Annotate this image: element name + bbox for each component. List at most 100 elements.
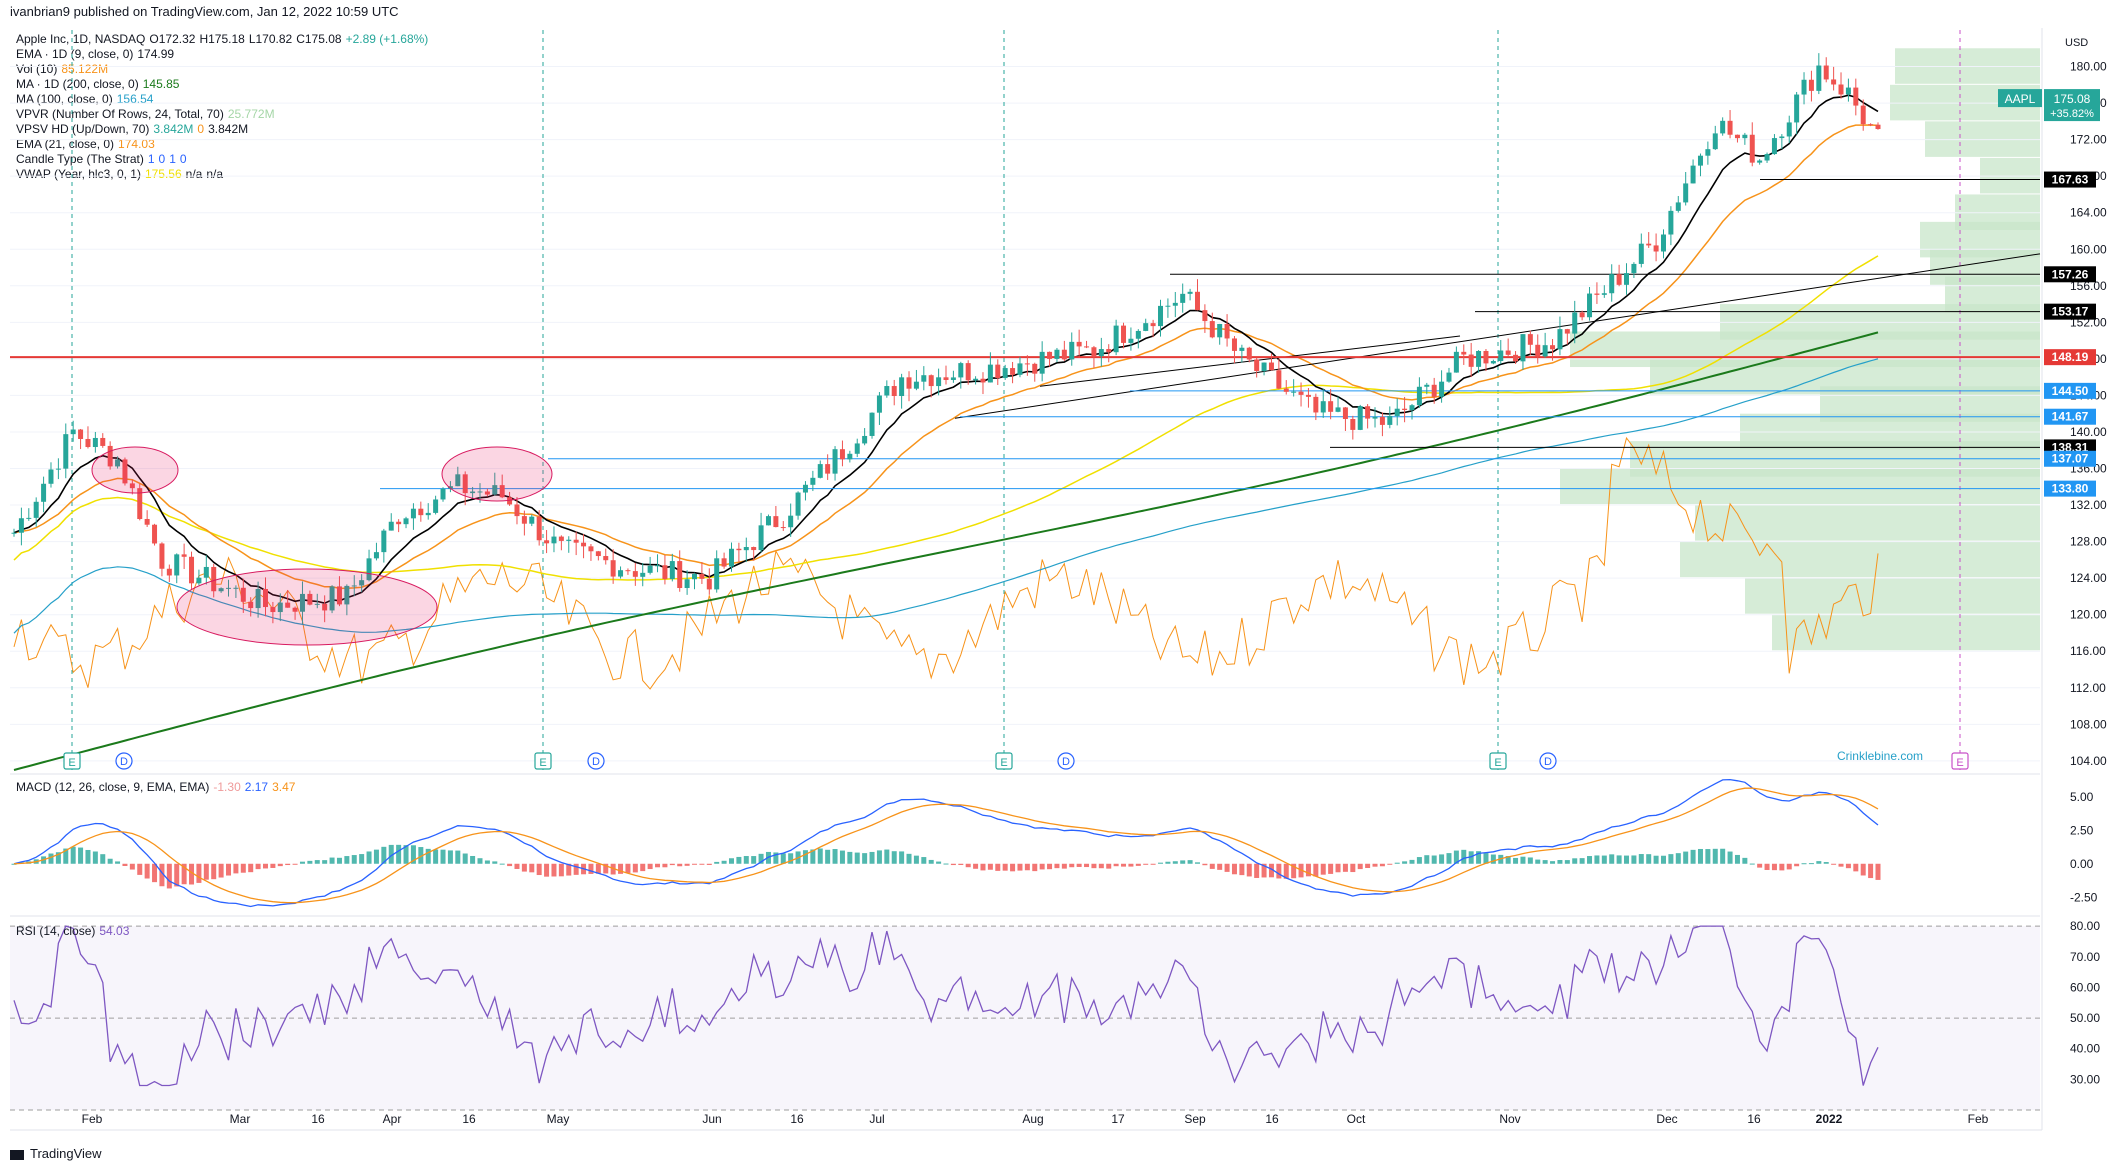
- candle-body: [558, 536, 564, 541]
- macd-histogram-bar: [854, 852, 860, 864]
- candle-body: [1194, 291, 1200, 311]
- volume-profile-bar: [1695, 505, 2040, 541]
- candle-body: [270, 607, 276, 613]
- candle-body: [344, 585, 350, 605]
- legend-row: Vol (10) 85.122M: [16, 62, 432, 77]
- candle-body: [137, 488, 143, 520]
- legend-value: RSI (14, close): [16, 924, 96, 938]
- candle-body: [854, 443, 860, 454]
- time-tick-label: May: [547, 1112, 570, 1126]
- candle-body: [1335, 407, 1341, 412]
- macd-histogram-bar: [758, 853, 764, 864]
- candle-body: [1283, 388, 1289, 392]
- candle-body: [1646, 243, 1652, 246]
- macd-histogram-bar: [248, 863, 254, 873]
- macd-histogram-bar: [1690, 849, 1696, 864]
- macd-histogram-bar: [847, 851, 853, 864]
- candle-body: [107, 445, 113, 467]
- macd-histogram-bar: [699, 863, 705, 865]
- macd-histogram-bar: [692, 863, 698, 865]
- candle-body: [1231, 338, 1237, 351]
- macd-tick-label: 5.00: [2070, 790, 2094, 804]
- candle-body: [773, 516, 779, 528]
- candle-body: [492, 485, 498, 495]
- macd-histogram-bar: [1646, 854, 1652, 864]
- time-tick-label: Oct: [1347, 1112, 1366, 1126]
- candle-body: [869, 412, 875, 436]
- macd-histogram-bar: [1106, 863, 1112, 869]
- macd-histogram-bar: [1505, 856, 1511, 864]
- axes: USD 104.00 108.00 112.00 116.00 120.00 124.00 1…: [10, 28, 2107, 1131]
- macd-histogram-bar: [521, 863, 527, 872]
- time-tick-label: Jul: [869, 1112, 884, 1126]
- macd-histogram-bar: [736, 856, 742, 864]
- legend-value: EMA · 1D (9, close, 0): [16, 47, 134, 61]
- macd-histogram-bar: [1461, 849, 1467, 864]
- candle-body: [433, 499, 439, 513]
- legend-value: 145.85: [142, 77, 180, 91]
- candle-body: [115, 459, 121, 467]
- candle-body: [1439, 381, 1445, 397]
- candle-body: [1453, 351, 1459, 373]
- macd-histogram-bar: [1542, 860, 1548, 864]
- volume-line: [13, 436, 1879, 690]
- macd-histogram-bar: [285, 863, 291, 866]
- macd-histogram-bar: [1268, 863, 1274, 878]
- macd-histogram-bar: [751, 856, 757, 864]
- macd-histogram-bar: [366, 851, 372, 864]
- macd-histogram-bar: [1024, 863, 1030, 871]
- time-tick-label: Apr: [383, 1112, 402, 1126]
- legend-value: L170.82: [248, 32, 293, 46]
- macd-histogram-bar: [1668, 854, 1674, 864]
- candle-body: [1749, 134, 1755, 163]
- legend-row: EMA (21, close, 0) 174.03: [16, 137, 432, 152]
- macd-histogram-bar: [107, 858, 113, 864]
- macd-histogram-bar: [891, 851, 897, 864]
- macd-histogram-bar: [1535, 859, 1541, 864]
- macd-histogram-bar: [484, 860, 490, 864]
- candle-body: [1690, 165, 1696, 184]
- macd-histogram-bar: [1224, 863, 1230, 872]
- macd-histogram-bar: [307, 860, 313, 864]
- rsi-tick-label: 70.00: [2070, 950, 2100, 964]
- candle-body: [1513, 354, 1519, 362]
- candle-body: [1320, 401, 1326, 413]
- macd-histogram-bar: [314, 860, 320, 864]
- candle-body: [1054, 349, 1060, 359]
- candle-body: [70, 429, 76, 435]
- rsi-band: [10, 926, 2040, 1110]
- macd-histogram-bar: [1372, 863, 1378, 867]
- candle-body: [1217, 323, 1223, 338]
- candle-body: [529, 516, 535, 524]
- candle-body: [1402, 408, 1408, 410]
- macd-histogram-bar: [773, 852, 779, 864]
- candle-body: [11, 532, 17, 534]
- legend-row: MA · 1D (200, close, 0) 145.85: [16, 77, 432, 92]
- macd-histogram-bar: [603, 863, 609, 874]
- macd-histogram-bar: [152, 863, 158, 883]
- time-tick-label: Dec: [1656, 1112, 1677, 1126]
- macd-histogram-bar: [876, 850, 882, 864]
- candle-body: [329, 586, 335, 611]
- tradingview-logo-icon: [10, 1149, 24, 1160]
- earnings-marker-label: E: [1494, 757, 1501, 769]
- candle-body: [913, 381, 919, 389]
- candle-body: [1660, 234, 1666, 252]
- last-price-tag: [2044, 89, 2100, 122]
- macd-histogram-bar: [684, 863, 690, 866]
- macd-histogram-bar: [1601, 855, 1607, 864]
- candle-body: [891, 386, 897, 397]
- macd-histogram-bar: [1165, 861, 1171, 864]
- candle-body: [1017, 363, 1023, 375]
- ma100-line: [13, 358, 1879, 634]
- price-tick-label: 132.00: [2070, 498, 2107, 512]
- candle-body: [292, 607, 298, 612]
- legend-value: MA · 1D (200, close, 0): [16, 77, 139, 91]
- candle-body: [55, 468, 61, 470]
- macd-histogram-bar: [1683, 851, 1689, 864]
- candle-body: [396, 521, 402, 525]
- candle-body: [973, 378, 979, 381]
- candle-body: [1416, 386, 1422, 406]
- candle-body: [647, 565, 653, 573]
